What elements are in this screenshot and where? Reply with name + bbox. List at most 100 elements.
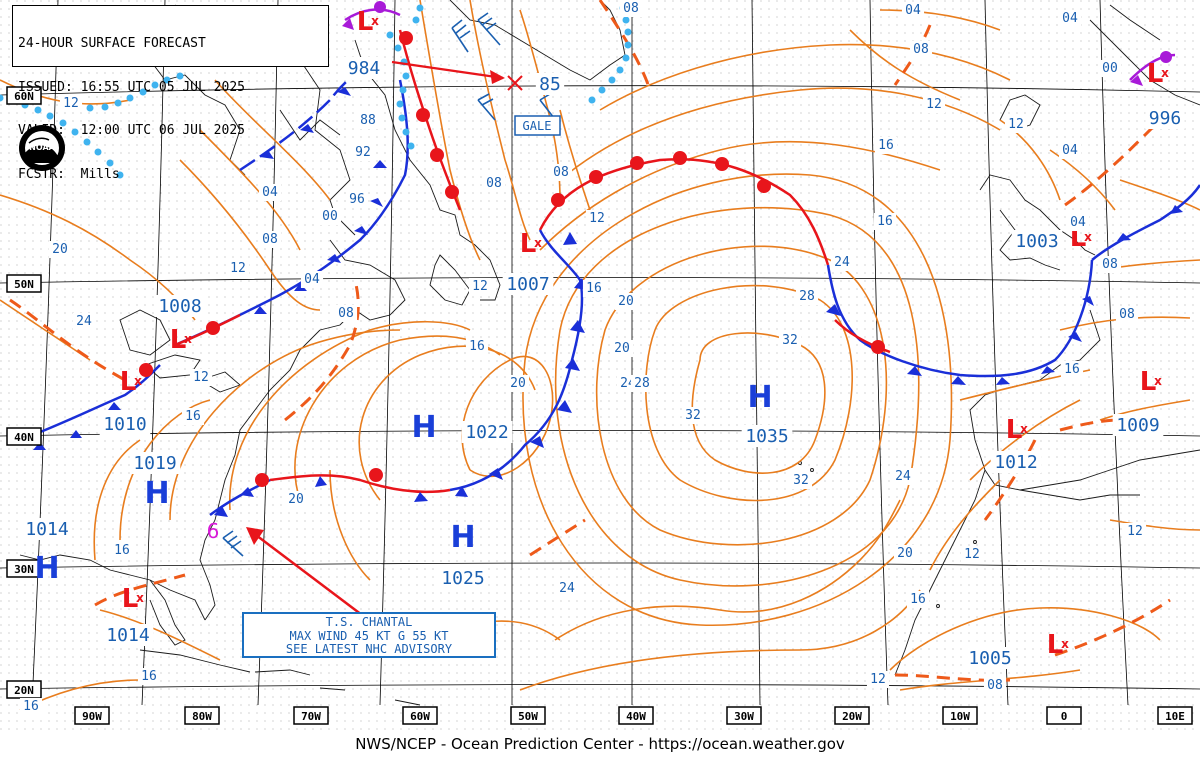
isobar-label: 88 — [360, 113, 376, 128]
high-pressure-symbol: H — [411, 410, 436, 445]
header-title: 24-HOUR SURFACE FORECAST — [18, 36, 206, 51]
longitude-label: 10W — [950, 710, 970, 723]
longitude-label-bg — [402, 706, 438, 725]
chantal-advisory-box: T.S. CHANTAL MAX WIND 45 KT G 55 KT SEE … — [242, 612, 496, 658]
isobar-label: 12 — [926, 97, 942, 112]
low-pressure-value: 1003 — [1015, 231, 1058, 252]
isobar-label-bg — [482, 175, 506, 192]
high-pressure-value: 1025 — [441, 568, 484, 589]
high-pressure-symbol: H — [747, 380, 772, 415]
isobar-label-bg — [258, 184, 282, 201]
isobar-label-bg — [345, 191, 369, 208]
isobar-label-bg — [48, 241, 72, 258]
isobar-label: 32 — [793, 473, 809, 488]
isobar-label-bg — [1098, 60, 1122, 77]
low-pressure-value: 1005 — [968, 648, 1011, 669]
forecast-pressure-value: 85 — [539, 74, 561, 95]
longitude-label: 50W — [518, 710, 538, 723]
isobar-label-bg — [585, 210, 609, 227]
isobar-label: 16 — [185, 409, 201, 424]
troughs — [9, 0, 1171, 682]
high-pressure-value: 1035 — [745, 426, 788, 447]
longitude-label-bg — [726, 706, 762, 725]
isobar-label: 20 — [614, 341, 630, 356]
low-pressure-value: 1008 — [158, 296, 201, 317]
isobar-label: 16 — [877, 214, 893, 229]
isobar-label: 16 — [910, 592, 926, 607]
isobar-label-bg — [356, 112, 380, 129]
isobar-label-bg — [555, 580, 579, 597]
low-pressure-symbol: L — [120, 367, 137, 397]
isobar-label-bg — [614, 293, 638, 310]
occluded-pips — [342, 1, 1172, 86]
footer-credit: NWS/NCEP - Ocean Prediction Center - htt… — [355, 735, 845, 753]
isobar-label: 04 — [262, 185, 278, 200]
low-pressure-value-bg — [1112, 414, 1164, 436]
isobar-label: 20 — [897, 546, 913, 561]
isobar-label-bg — [630, 375, 654, 392]
isobar-label-bg — [795, 288, 819, 305]
isobar-label: 08 — [262, 232, 278, 247]
low-pressure-value: 1009 — [1116, 415, 1159, 436]
latitude-label-bg — [6, 274, 42, 293]
isobar-label-bg — [318, 208, 342, 225]
high-pressure-value: 1014 — [25, 519, 68, 540]
low-center-mark: x — [371, 14, 379, 28]
isobar-label-bg — [1004, 116, 1028, 133]
isobar-label-bg — [468, 278, 492, 295]
longitude-label-bg — [1046, 706, 1082, 725]
isobar-label-bg — [181, 408, 205, 425]
latitude-label-bg — [6, 559, 42, 578]
isobar-label-bg — [1060, 361, 1084, 378]
isobar-label: 08 — [338, 306, 354, 321]
isobar-label: 12 — [589, 211, 605, 226]
isobar-label-bg — [681, 407, 705, 424]
low-pressure-value-bg — [102, 624, 154, 646]
isobar-label-bg — [778, 332, 802, 349]
low-pressure-value-bg — [502, 273, 554, 295]
isobar-label-bg — [866, 671, 890, 688]
isobar-label: 32 — [685, 408, 701, 423]
advisory-line-2: MAX WIND 45 KT G 55 KT — [289, 628, 449, 643]
isobar-label: 12 — [472, 279, 488, 294]
high-pressure-value: 1022 — [465, 422, 508, 443]
low-pressure-value-bg — [990, 451, 1042, 473]
isobar-label: 08 — [553, 165, 569, 180]
longitude-label: 90W — [82, 710, 102, 723]
isobar-label-bg — [1066, 214, 1090, 231]
low-pressure-value: 1012 — [994, 452, 1037, 473]
low-center-mark: x — [1061, 637, 1069, 651]
isobar-label-bg — [1123, 523, 1147, 540]
low-pressure-symbol: L — [1047, 630, 1064, 660]
isobar-label: 24 — [559, 581, 575, 596]
isobar-label-bg — [582, 280, 606, 297]
isobar-label: 24 — [834, 255, 850, 270]
isobar-label-bg — [72, 313, 96, 330]
isobar-label-bg — [922, 96, 946, 113]
isobar-label: 16 — [469, 339, 485, 354]
high-pressure-value-bg — [129, 452, 181, 474]
isobar-label: 04 — [304, 272, 320, 287]
isobar-label-bg — [901, 2, 925, 19]
low-pressure-symbol: L — [1147, 59, 1164, 89]
isobar-label-bg — [874, 137, 898, 154]
isobar-label-bg — [873, 213, 897, 230]
low-pressure-value-bg — [1011, 230, 1063, 252]
isobar-label: 20 — [52, 242, 68, 257]
isobar-label: 96 — [349, 192, 365, 207]
high-pressure-symbol: H — [144, 476, 169, 511]
isobar-label: 16 — [586, 281, 602, 296]
isobar-label-bg — [830, 254, 854, 271]
isobar-label: 92 — [355, 145, 371, 160]
longitude-label-bg — [510, 706, 546, 725]
forecast-pressure-value-bg — [535, 73, 565, 95]
low-pressure-value-bg — [154, 295, 206, 317]
longitude-label: 80W — [192, 710, 212, 723]
track-arrow-chantal — [246, 527, 363, 616]
isobar-label: 12 — [230, 261, 246, 276]
advisory-line-1: T.S. CHANTAL — [325, 615, 413, 629]
isobar-label-bg — [1058, 142, 1082, 159]
high-pressure-symbol: H — [450, 520, 475, 555]
isobar-label: 04 — [905, 3, 921, 18]
